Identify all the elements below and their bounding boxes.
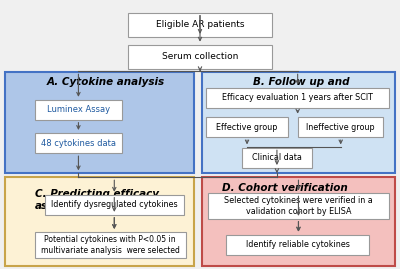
FancyBboxPatch shape: [5, 177, 194, 266]
Text: Effective group: Effective group: [216, 123, 278, 132]
Text: A. Cytokine analysis: A. Cytokine analysis: [46, 77, 165, 87]
Text: Clinical data: Clinical data: [252, 153, 302, 162]
FancyBboxPatch shape: [298, 117, 383, 137]
FancyBboxPatch shape: [242, 148, 312, 168]
FancyBboxPatch shape: [208, 193, 389, 219]
Text: Luminex Assay: Luminex Assay: [47, 105, 110, 114]
Text: D. Cohort verification: D. Cohort verification: [222, 183, 348, 193]
FancyBboxPatch shape: [5, 72, 194, 173]
FancyBboxPatch shape: [206, 117, 288, 137]
FancyBboxPatch shape: [128, 13, 272, 37]
Text: Serum collection: Serum collection: [162, 52, 238, 61]
Text: Potential cytokines with P<0.05 in
multivariate analysis  were selected: Potential cytokines with P<0.05 in multi…: [41, 235, 180, 254]
FancyBboxPatch shape: [226, 235, 370, 255]
Text: Eligible AR patients: Eligible AR patients: [156, 20, 244, 29]
Text: 48 cytokines data: 48 cytokines data: [41, 139, 116, 148]
Text: Ineffective group: Ineffective group: [306, 123, 375, 132]
FancyBboxPatch shape: [206, 88, 389, 108]
Text: Selected cytokines were verified in a
validation cohort by ELISA: Selected cytokines were verified in a va…: [224, 196, 373, 216]
FancyBboxPatch shape: [202, 177, 395, 266]
Text: C. Predicting efficacy
assessment: C. Predicting efficacy assessment: [34, 189, 158, 211]
Text: B. Follow up and
clinical assessment: B. Follow up and clinical assessment: [237, 77, 350, 98]
FancyBboxPatch shape: [128, 45, 272, 69]
Text: Efficacy evaluation 1 years after SCIT: Efficacy evaluation 1 years after SCIT: [222, 93, 373, 102]
Text: Identify dysregulated cytokines: Identify dysregulated cytokines: [51, 200, 178, 209]
FancyBboxPatch shape: [34, 133, 122, 153]
FancyBboxPatch shape: [34, 100, 122, 120]
FancyBboxPatch shape: [44, 195, 184, 215]
Text: Identify reliable cytokines: Identify reliable cytokines: [246, 240, 350, 249]
FancyBboxPatch shape: [202, 72, 395, 173]
FancyBboxPatch shape: [34, 232, 186, 258]
